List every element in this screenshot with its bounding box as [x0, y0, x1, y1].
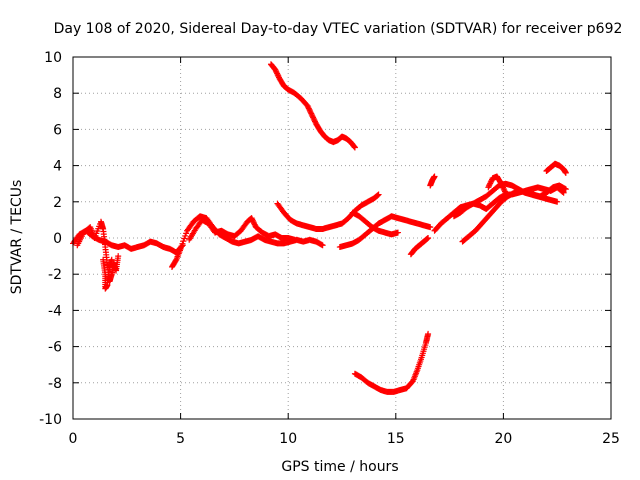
data-point-arc-o — [562, 186, 569, 193]
x-axis-label: GPS time / hours — [281, 459, 398, 475]
y-tick-label: 10 — [44, 50, 62, 66]
y-tick-label: -8 — [48, 376, 62, 392]
axis-ticks — [72, 56, 612, 420]
data-point-arc-j — [425, 330, 432, 337]
y-tick-label: 0 — [53, 231, 62, 247]
y-tick-label: 6 — [53, 122, 62, 138]
plot-frame — [72, 56, 612, 420]
data-point-arc-c — [108, 256, 115, 263]
data-point-arc-p — [501, 188, 508, 195]
data-point-arc-m — [554, 198, 561, 205]
y-tick-label: 8 — [53, 86, 62, 102]
data-point-arc-k — [425, 235, 432, 241]
chart-title: Day 108 of 2020, Sidereal Day-to-day VTE… — [54, 21, 623, 37]
data-point-arc-b — [115, 253, 122, 260]
data-point-arc-d — [319, 242, 326, 249]
y-tick-label: -10 — [39, 412, 62, 428]
data-point-arc-h — [427, 224, 434, 231]
x-tick-label: 0 — [69, 431, 78, 447]
x-tick-label: 20 — [494, 431, 512, 447]
data-point-arc-i — [394, 229, 401, 236]
data-point-arc-l — [431, 173, 438, 180]
x-tick-label: 10 — [279, 431, 297, 447]
x-tick-label: 5 — [176, 431, 185, 447]
data-points — [70, 61, 569, 395]
y-tick-label: 4 — [53, 159, 62, 175]
x-tick-label: 25 — [602, 431, 620, 447]
x-tick-labels: 0 5 10 15 20 25 — [69, 431, 620, 447]
y-axis-label: SDTVAR / TECUs — [9, 180, 25, 295]
data-point-arc-q — [562, 169, 569, 176]
data-point-arc-p — [502, 189, 509, 196]
data-point-arc-f — [351, 143, 358, 150]
y-tick-label: -4 — [48, 303, 62, 319]
data-point-arc-g — [375, 191, 382, 198]
y-tick-label: -6 — [48, 340, 62, 356]
y-tick-label: -2 — [48, 267, 62, 283]
grid-lines — [73, 57, 611, 419]
y-tick-labels: -10 -8 -6 -4 -2 0 2 4 6 8 10 — [39, 50, 62, 428]
y-tick-label: 2 — [53, 195, 62, 211]
data-point-arc-f — [351, 144, 358, 151]
data-point-arc-e — [291, 236, 298, 243]
x-tick-label: 15 — [387, 431, 405, 447]
